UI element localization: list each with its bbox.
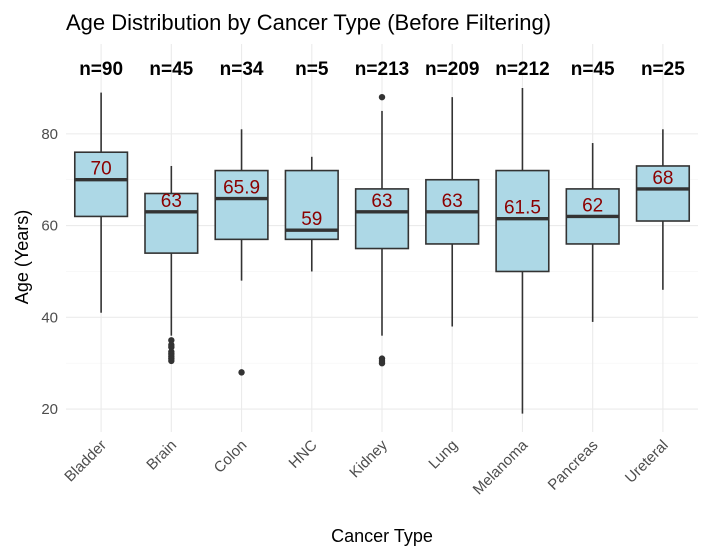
- outlier-point: [168, 357, 175, 365]
- x-axis-title: Cancer Type: [331, 526, 433, 546]
- median-label: 63: [371, 191, 392, 212]
- outlier-point: [168, 337, 175, 344]
- box-ureteral: 68: [635, 129, 691, 290]
- box-iqr: [635, 165, 691, 222]
- n-label: n=45: [149, 59, 193, 80]
- x-tick-label: Melanoma: [470, 436, 532, 498]
- n-label: n=90: [79, 59, 123, 80]
- y-tick-label: 60: [41, 218, 58, 235]
- y-tick-label: 40: [41, 309, 58, 326]
- n-label: n=212: [495, 59, 549, 80]
- box-colon: 65.9: [214, 129, 269, 376]
- median-label: 70: [91, 159, 112, 180]
- x-tick-label: Pancreas: [545, 437, 602, 494]
- x-tick-label: Colon: [211, 437, 251, 477]
- box-kidney: 63: [354, 93, 410, 367]
- median-label: 63: [442, 191, 463, 212]
- median-label: 68: [652, 168, 673, 189]
- x-tick-label: Kidney: [346, 436, 391, 481]
- median-label: 59: [301, 209, 322, 230]
- x-tick-label: Lung: [425, 437, 461, 473]
- box-melanoma: 61.5: [495, 88, 550, 414]
- x-tick-label: Ureteral: [622, 437, 672, 487]
- box-iqr: [73, 151, 129, 218]
- x-axis-ticks: Bladder Brain Colon HNC Kidney Lung Melanoma Pa…: [61, 436, 671, 498]
- n-label: n=45: [571, 59, 615, 80]
- n-label: n=34: [220, 59, 264, 80]
- y-axis-title: Age (Years): [12, 210, 32, 304]
- box-brain: 63: [144, 165, 199, 365]
- y-tick-label: 80: [41, 126, 58, 143]
- n-label: n=25: [641, 59, 685, 80]
- box-pancreas: 62: [565, 143, 620, 322]
- y-tick-label: 20: [41, 401, 58, 418]
- sample-size-labels: n=90 n=45 n=34 n=5 n=213 n=209 n=212 n=45 n=25: [79, 59, 685, 80]
- box-series: 70 63 65.9 59 63 63 61.5 62 68: [73, 88, 691, 414]
- n-label: n=5: [295, 59, 329, 80]
- x-tick-label: Bladder: [61, 437, 110, 486]
- box-iqr: [214, 169, 269, 241]
- box-iqr: [144, 192, 199, 254]
- y-axis-ticks: 20 40 60 80: [41, 126, 58, 418]
- box-iqr: [354, 188, 410, 250]
- box-lung: 63: [425, 97, 480, 327]
- box-iqr: [495, 169, 550, 273]
- outlier-point: [378, 360, 386, 367]
- median-label: 65.9: [223, 178, 260, 199]
- box-hnc: 59: [284, 156, 339, 272]
- outlier-point: [378, 93, 386, 101]
- chart-title: Age Distribution by Cancer Type (Before …: [66, 10, 551, 35]
- median-label: 62: [582, 195, 603, 216]
- outlier-point: [238, 369, 245, 376]
- box-bladder: 70: [73, 92, 129, 313]
- median-label: 61.5: [504, 198, 541, 219]
- box-iqr: [284, 169, 339, 241]
- x-tick-label: HNC: [286, 437, 321, 472]
- outlier-point: [168, 343, 175, 351]
- n-label: n=213: [355, 59, 409, 80]
- x-tick-label: Brain: [143, 437, 180, 474]
- n-label: n=209: [425, 59, 479, 80]
- median-label: 63: [161, 191, 182, 212]
